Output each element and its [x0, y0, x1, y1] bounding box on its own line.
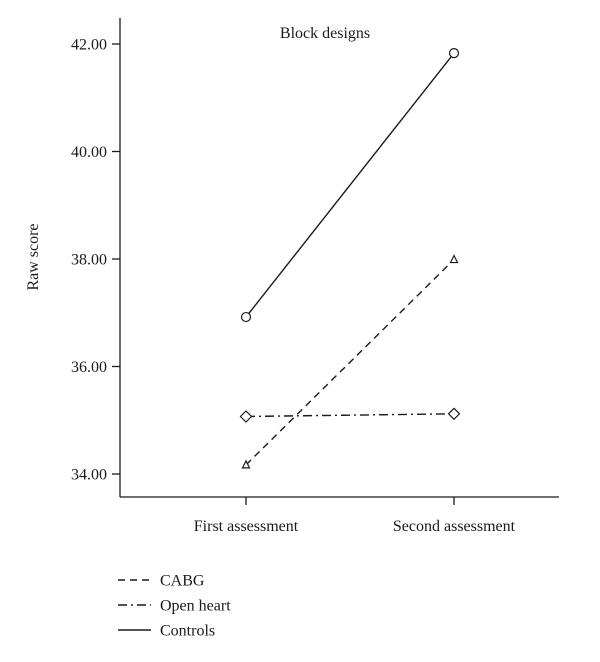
x-tick-label: First assessment [194, 518, 299, 535]
series-open-heart [239, 407, 461, 423]
legend-item-controls: Controls [118, 623, 215, 640]
legend-label: Open heart [160, 598, 231, 615]
series-cabg [241, 254, 459, 469]
legend-item-cabg: CABG [118, 573, 205, 590]
axes [119, 18, 559, 498]
series-line-controls [245, 52, 455, 318]
series-controls [240, 48, 460, 323]
y-tick-label: 42.00 [71, 37, 107, 54]
y-tick-label: 34.00 [71, 467, 107, 484]
data-point-open-heart [447, 407, 461, 421]
x-ticks: First assessment Second assessment [194, 497, 516, 535]
data-point-cabg [241, 459, 251, 469]
x-tick-label: Second assessment [393, 518, 516, 535]
data-point-controls [448, 48, 460, 59]
y-tick-label: 36.00 [71, 359, 107, 376]
legend-item-open-heart: Open heart [118, 598, 231, 615]
y-tick-label: 38.00 [71, 252, 107, 269]
legend-label: CABG [160, 573, 205, 590]
y-axis-title: Raw score [25, 223, 42, 290]
legend-label: Controls [160, 623, 215, 640]
series-line-open-heart [245, 413, 455, 418]
data-point-controls [240, 311, 252, 323]
legend: CABG Open heart Controls [118, 573, 231, 640]
series-group [239, 48, 461, 469]
data-point-open-heart [239, 410, 253, 423]
y-ticks: 34.00 36.00 38.00 40.00 42.00 [71, 37, 120, 484]
data-point-cabg [449, 254, 459, 264]
y-tick-label: 40.00 [71, 144, 107, 161]
series-line-cabg [245, 259, 455, 466]
chart-title: Block designs [280, 25, 370, 42]
